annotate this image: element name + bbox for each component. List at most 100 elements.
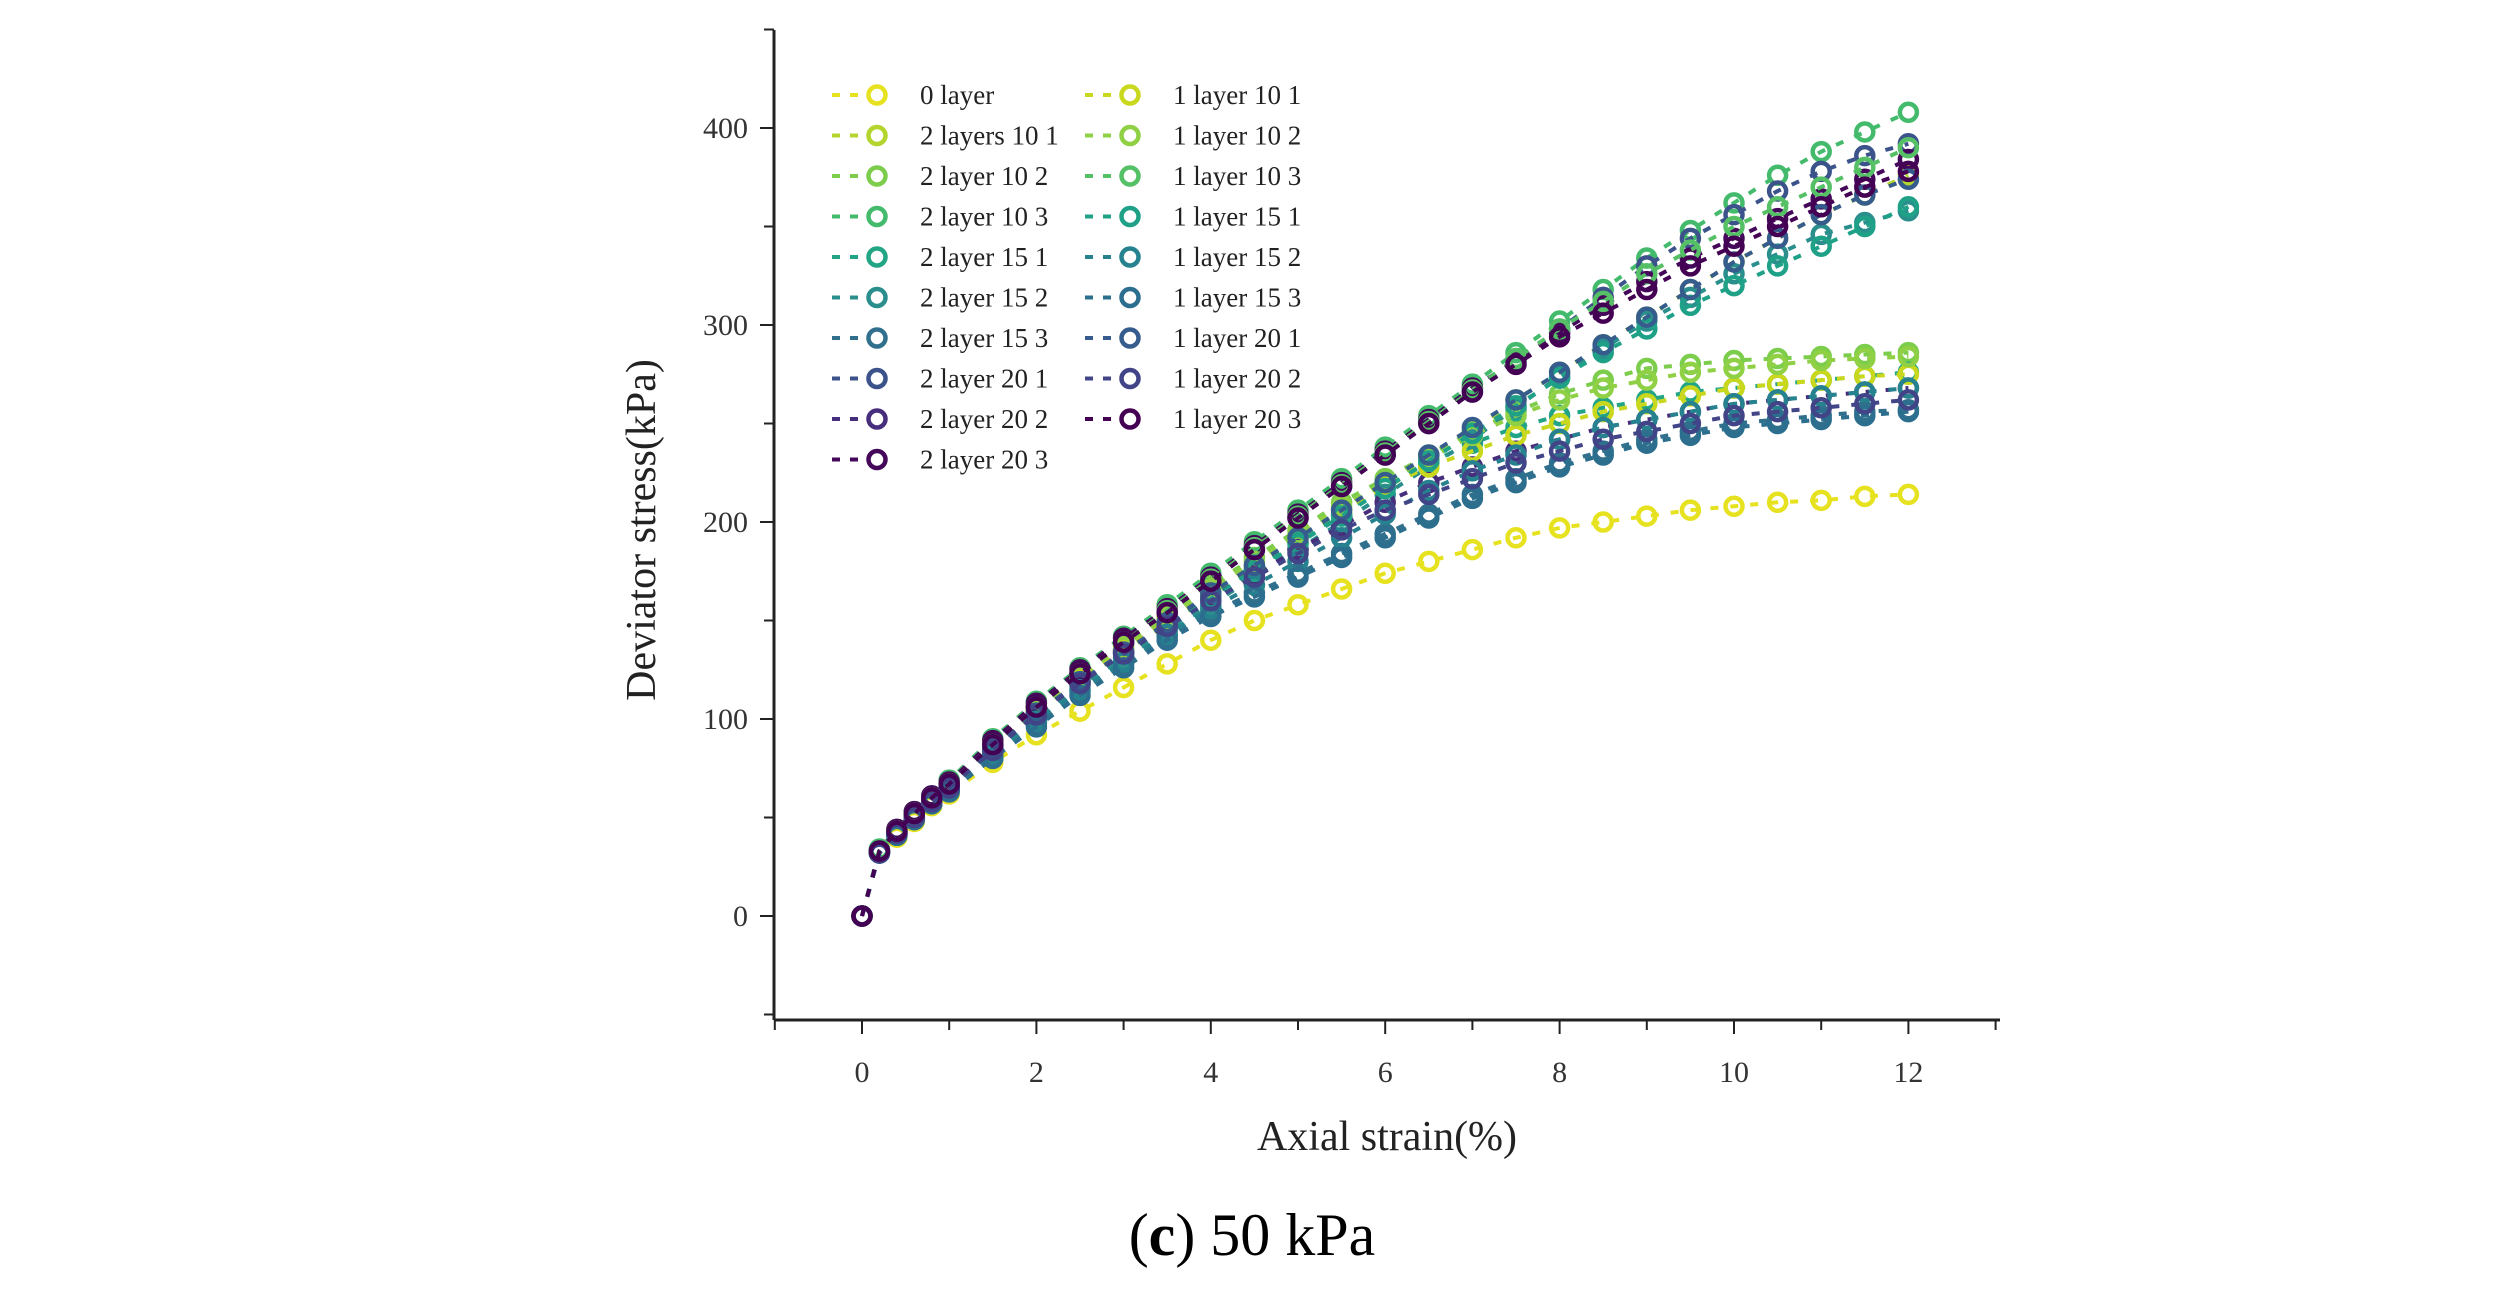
data-point: [1243, 566, 1266, 588]
axis-ticks: 0 2 4 6 8 10 12 0 100 200 300 400: [703, 28, 1997, 1089]
y-axis-title: Deviator stress(kPa): [619, 359, 665, 701]
legend-item: 1 layer 15 2: [1085, 242, 1301, 272]
legend-label: 2 layer 20 1: [920, 364, 1048, 394]
data-point: [921, 787, 943, 809]
data-point: [1897, 483, 1920, 506]
x-tick-label: 8: [1552, 1056, 1567, 1089]
data-point: [1156, 653, 1178, 675]
data-point: [1374, 499, 1396, 521]
data-point: [1330, 499, 1353, 521]
caption-close: ): [1175, 1202, 1195, 1268]
legend-swatch-marker: [1119, 124, 1141, 147]
data-point: [1200, 570, 1222, 592]
legend-label: 1 layer 10 3: [1173, 161, 1301, 191]
data-point: [903, 802, 926, 825]
data-point: [1723, 263, 1745, 285]
data-point: [1243, 574, 1266, 596]
data-point: [982, 733, 1004, 756]
x-tick-label: 6: [1378, 1056, 1393, 1089]
legend: 0 layer 2 layers 10 1 2 layer 10 2 2 layer …: [832, 80, 1301, 475]
series-line: [860, 204, 1910, 917]
y-tick-label: 100: [703, 703, 748, 736]
series-line: [860, 397, 1909, 917]
legend-label: 1 layer 15 2: [1173, 242, 1301, 272]
legend-item: 1 layer 20 2: [1085, 364, 1301, 394]
data-point: [1461, 538, 1484, 561]
series-line: [860, 492, 1909, 917]
data-point: [1766, 389, 1789, 411]
data-point: [1636, 278, 1658, 301]
data-point: [1723, 235, 1745, 257]
legend-item: 2 layer 15 3: [832, 323, 1048, 353]
legend-swatch-marker: [866, 448, 888, 471]
legend-item: 1 layer 10 2: [1085, 121, 1301, 151]
legend-swatch-marker: [866, 246, 888, 268]
x-axis-title: Axial strain(%): [1257, 1114, 1517, 1160]
data-point: [1548, 389, 1571, 411]
data-point: [1548, 428, 1571, 451]
legend-label: 2 layer 20 2: [920, 404, 1048, 434]
y-tick-label: 200: [703, 506, 748, 539]
data-point: [1854, 176, 1876, 198]
legend-label: 2 layer 10 2: [920, 161, 1048, 191]
data-point: [1330, 578, 1353, 600]
data-point: [1854, 404, 1876, 427]
data-point: [1723, 416, 1745, 439]
data-point: [1330, 475, 1353, 498]
caption-open: (: [1129, 1202, 1149, 1268]
data-point: [1548, 361, 1571, 384]
data-point: [1679, 400, 1702, 423]
data-point: [868, 840, 891, 862]
data-point: [1287, 593, 1309, 616]
legend-swatch-marker: [1119, 165, 1141, 187]
data-point: [1810, 176, 1832, 198]
data-point: [1679, 255, 1702, 277]
data-point: [1636, 505, 1658, 527]
data-point: [1112, 676, 1135, 699]
data-point: [1854, 144, 1876, 167]
data-point: [1374, 562, 1396, 584]
data-point: [1069, 672, 1091, 695]
data-point: [1723, 192, 1745, 214]
data-point: [1636, 408, 1658, 431]
legend-item: 1 layer 10 3: [1085, 161, 1301, 191]
data-point: [1287, 566, 1309, 588]
legend-label: 0 layer: [920, 80, 994, 110]
y-tick-label: 400: [703, 112, 748, 145]
data-point: [1766, 491, 1789, 514]
legend-swatch-marker: [1119, 84, 1141, 106]
data-point: [1505, 416, 1527, 439]
legend-swatch-marker: [866, 84, 888, 106]
data-point: [1679, 412, 1702, 435]
data-point: [1810, 140, 1832, 163]
data-point: [1025, 696, 1048, 718]
data-point: [1679, 361, 1702, 384]
caption-letter: c: [1149, 1202, 1176, 1268]
series-11: [851, 345, 1920, 927]
data-point: [1897, 168, 1920, 190]
data-point: [1418, 483, 1440, 506]
caption-text: 50 kPa: [1195, 1202, 1375, 1268]
data-point: [1592, 302, 1614, 324]
data-point: [1505, 444, 1527, 466]
data-point: [1810, 203, 1832, 226]
legend-label: 2 layer 10 3: [920, 202, 1048, 232]
data-point: [1723, 274, 1745, 297]
series-line: [860, 350, 1909, 917]
data-point: [1592, 511, 1614, 533]
legend-item: 2 layer 15 1: [832, 242, 1048, 272]
data-point: [1156, 615, 1178, 638]
data-point: [1854, 215, 1876, 238]
data-point: [1854, 381, 1876, 403]
data-point: [1810, 235, 1832, 257]
y-tick-label: 0: [733, 900, 748, 933]
data-point: [1548, 517, 1571, 539]
data-point: [1592, 341, 1614, 364]
data-point: [1592, 333, 1614, 356]
data-point: [1810, 385, 1832, 407]
data-point: [1636, 432, 1658, 454]
legend-item: 1 layer 20 1: [1085, 323, 1301, 353]
data-point: [1810, 349, 1832, 372]
data-point: [1636, 369, 1658, 391]
legend-label: 2 layer 15 1: [920, 242, 1048, 272]
